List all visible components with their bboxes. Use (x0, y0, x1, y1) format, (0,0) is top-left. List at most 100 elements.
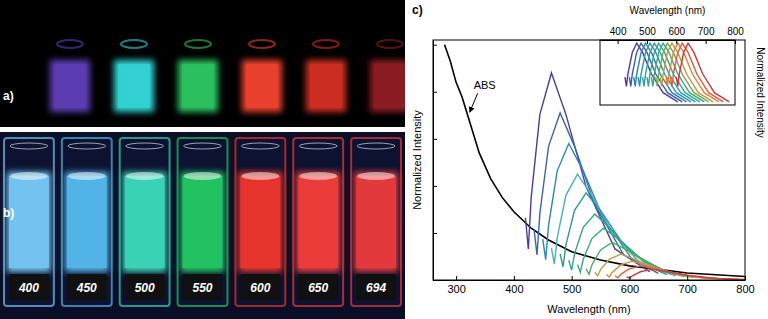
x-tick: 300 (447, 276, 465, 295)
vial-glow (7, 172, 51, 272)
vial-meniscus (68, 143, 106, 149)
vial-meniscus (126, 143, 164, 149)
x-tick: 400 (610, 26, 627, 44)
x-tick: 600 (621, 276, 639, 295)
vial-liquid (240, 176, 280, 268)
vial-liquid (54, 64, 86, 108)
plot-frame (600, 40, 735, 105)
line-series (543, 144, 667, 275)
vial-body (62, 138, 112, 306)
vial-label-box (298, 274, 338, 300)
x-tick-label: 400 (505, 283, 523, 295)
vial-label-box (356, 274, 396, 300)
x-tick-mark (676, 40, 677, 44)
x-tick: 800 (736, 276, 754, 295)
vial-liquid (298, 176, 338, 268)
vial-body (120, 138, 170, 306)
vial-meniscus (184, 143, 222, 149)
y-axis-title: Normalized Intensity (755, 47, 766, 138)
vial-label: 694 (366, 281, 386, 295)
vial-cap (313, 40, 339, 48)
vial-label: 600 (250, 281, 270, 295)
vial (306, 40, 346, 112)
x-axis: 300400500600700800 (434, 276, 755, 295)
vial-glow (50, 60, 90, 112)
y-tick (433, 92, 437, 93)
plot-background (433, 40, 745, 280)
panel-label: c) (412, 3, 423, 17)
vial-body (178, 138, 228, 306)
plot-frame (433, 40, 745, 280)
x-tick-mark (687, 276, 688, 280)
x-tick-label: 600 (668, 26, 685, 37)
vial: 694 (351, 138, 401, 306)
x-tick-mark (735, 40, 736, 44)
vial-body (4, 138, 54, 306)
vial: 400 (4, 138, 54, 306)
vial-highlight (299, 172, 337, 180)
x-tick: 600 (668, 26, 685, 44)
vial-cap (377, 40, 403, 48)
vial-liquid (374, 64, 405, 108)
vial-label: 650 (308, 281, 328, 295)
vial-meniscus (357, 143, 395, 149)
line-series (676, 43, 729, 102)
x-tick-label: 800 (736, 283, 754, 295)
y-tick-mark (433, 233, 437, 234)
vial-liquid (118, 64, 150, 108)
vial: 550 (178, 138, 228, 306)
x-tick-label: 800 (727, 26, 744, 37)
vial: 450 (62, 138, 112, 306)
vial-label: 400 (18, 281, 39, 295)
vial-meniscus (10, 143, 48, 149)
y-tick (433, 139, 437, 140)
x-tick-mark (706, 40, 707, 44)
line-series (595, 254, 719, 279)
x-tick-mark (572, 276, 573, 280)
vial-highlight (10, 172, 48, 180)
vial (50, 40, 90, 112)
panel-label: b) (3, 206, 14, 220)
vial-highlight (357, 172, 395, 180)
vial-glow (65, 172, 109, 272)
vial-meniscus (299, 143, 337, 149)
vial-liquid (125, 176, 165, 268)
vial-meniscus (241, 143, 279, 149)
vial-glow (354, 172, 398, 272)
vial-glow (114, 60, 154, 112)
vial (178, 40, 218, 112)
vial-liquid (67, 176, 107, 268)
inset-chart: 400500600700800Wavelength (nm)Normalized… (600, 5, 766, 138)
x-tick-label: 300 (447, 283, 465, 295)
x-tick-mark (456, 276, 457, 280)
vial-body (293, 138, 343, 306)
line-series (577, 228, 701, 278)
vial-cap (57, 40, 83, 48)
plot-background (600, 40, 735, 105)
y-tick-mark (433, 186, 437, 187)
y-tick-mark (433, 139, 437, 140)
x-tick-mark (618, 40, 619, 44)
x-axis-title: Wavelength (nm) (630, 5, 706, 16)
panel-label: a) (3, 89, 14, 103)
figure: a) 400 450 500 550 600 650 694b) 300 400 500 600 700… (0, 0, 768, 319)
vial-label-box (67, 274, 107, 300)
y-axis-line (433, 41, 434, 281)
vial (242, 40, 282, 112)
line-series (606, 261, 730, 279)
vial: 650 (293, 138, 343, 306)
line-series (627, 269, 745, 279)
x-tick-mark (629, 276, 630, 280)
annotation-arrow (470, 93, 478, 112)
x-tick-label: 600 (621, 283, 639, 295)
vial-label: 500 (135, 281, 155, 295)
photo-panel: 400 450 500 550 600 650 694 (0, 132, 405, 319)
vial-body (351, 138, 401, 306)
vial-cap (249, 40, 275, 48)
x-tick-label: 700 (698, 26, 715, 37)
vial-glow (123, 172, 167, 272)
vial-label-box (125, 274, 165, 300)
y-tick (433, 186, 437, 187)
x-axis: 400500600700800 (601, 26, 745, 44)
line-series (534, 113, 658, 273)
